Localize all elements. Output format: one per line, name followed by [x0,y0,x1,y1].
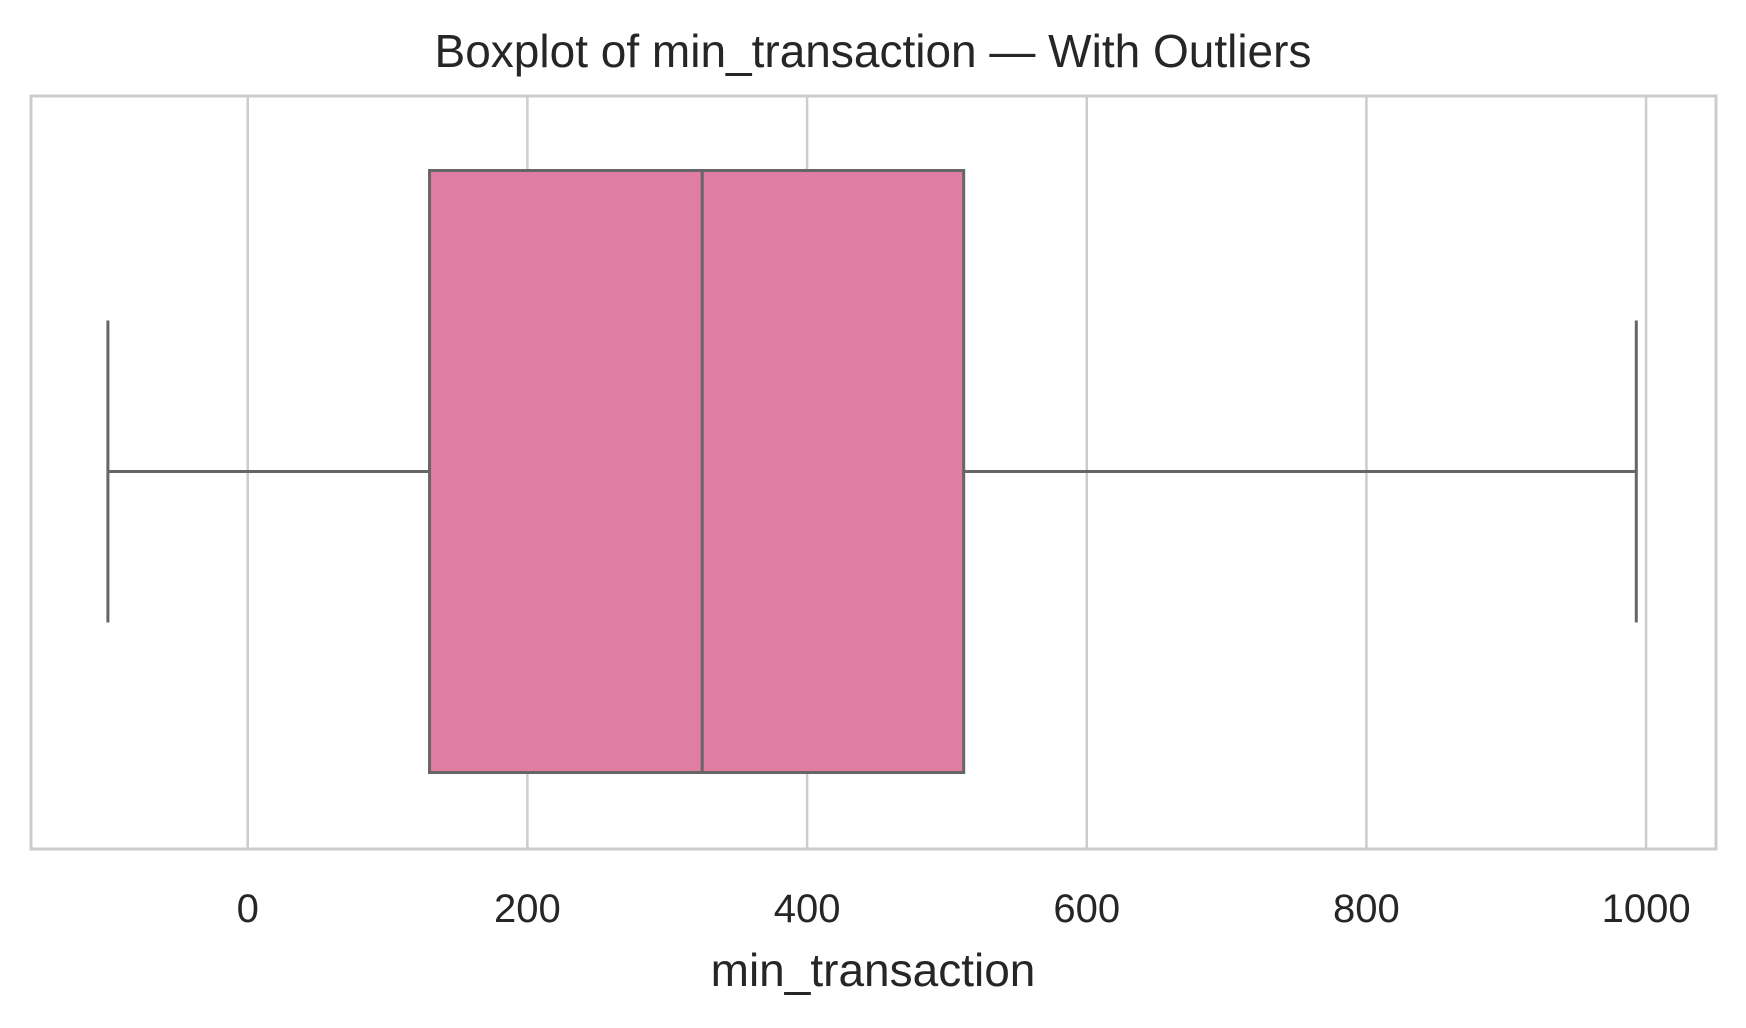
x-tick-label: 200 [494,887,561,931]
x-tick-label: 600 [1053,887,1120,931]
x-tick-label: 1000 [1602,887,1691,931]
x-tick-label: 400 [774,887,841,931]
x-tick-labels: 0 200 400 600 800 1000 [237,887,1691,931]
x-tick-label: 0 [237,887,259,931]
x-axis-label: min_transaction [711,944,1036,996]
chart-title: Boxplot of min_transaction — With Outlie… [435,25,1312,77]
plot-frame [29,94,1718,851]
box-plot [106,169,1638,774]
x-tick-label: 800 [1333,887,1400,931]
iqr-box [428,169,966,774]
